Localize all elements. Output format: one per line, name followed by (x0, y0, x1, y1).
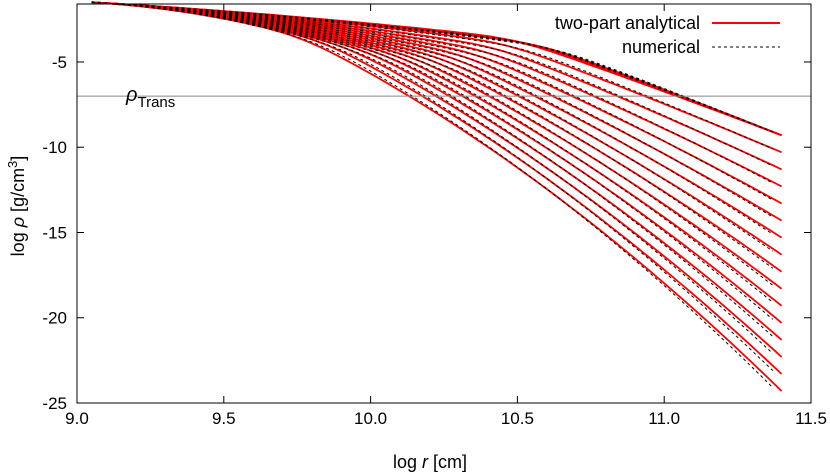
numerical-curve (91, 1, 773, 133)
transition-density-label: ρTrans (125, 84, 175, 111)
numerical-curve (91, 1, 774, 235)
x-tick-label: 11.0 (648, 409, 680, 428)
legend: two-part analytical numerical (555, 13, 780, 57)
x-tick-label: 10.5 (501, 409, 534, 428)
numerical-curve (91, 1, 774, 218)
legend-label-analytical: two-part analytical (555, 13, 700, 33)
numerical-curve (91, 1, 774, 184)
axis-ticks (76, 4, 812, 404)
x-tick-label: 11.5 (795, 409, 827, 428)
numerical-curve (91, 1, 774, 371)
analytical-curve (91, 1, 783, 392)
y-tick-label: -10 (42, 138, 67, 157)
numerical-curve (91, 1, 773, 133)
plot-frame (76, 3, 812, 404)
axis-tick-labels: 9.0 9.5 10.0 10.5 11.0 11.5 -5 -10 -15 -20 -25 (42, 53, 826, 428)
y-tick-label: -20 (42, 309, 67, 328)
numerical-curve (91, 1, 773, 133)
numerical-curve (91, 1, 774, 167)
y-tick-label: -5 (52, 53, 67, 72)
y-tick-label: -25 (42, 394, 67, 413)
x-axis-title: log r [cm] (393, 452, 467, 472)
numerical-curve (91, 1, 774, 201)
x-tick-label: 9.5 (212, 409, 236, 428)
x-tick-label: 9.0 (65, 409, 89, 428)
y-axis-title: log ρ [g/cm3] (5, 156, 28, 257)
analytical-curves (91, 1, 783, 392)
numerical-curves (91, 1, 774, 389)
numerical-curve (91, 1, 773, 133)
numerical-curve (91, 1, 773, 150)
numerical-curve (91, 1, 774, 252)
x-tick-label: 10.0 (354, 409, 387, 428)
legend-label-numerical: numerical (622, 37, 700, 57)
y-tick-label: -15 (42, 223, 67, 242)
